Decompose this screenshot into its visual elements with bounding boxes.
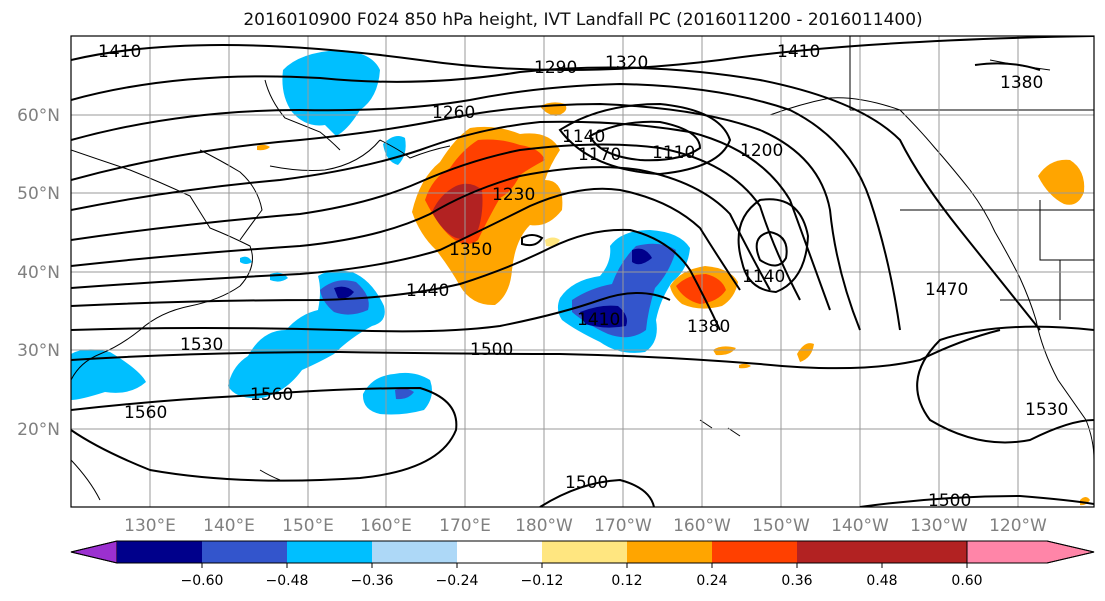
contour-label: 1380 (687, 317, 730, 337)
map-panel: 1410 1290 1320 1410 1380 1260 1140 1170 … (71, 36, 1094, 511)
colorbar-segment (457, 541, 542, 563)
lon-label: 170°W (594, 516, 652, 536)
lat-label: 60°N (17, 106, 60, 126)
contour-label: 1260 (432, 103, 475, 123)
colorbar-outline (70, 540, 1095, 564)
colorbar-segment (882, 541, 967, 563)
contour-label: 1410 (98, 42, 141, 62)
figure-title: 2016010900 F024 850 hPa height, IVT Land… (243, 10, 922, 30)
contour-label: 1110 (652, 143, 695, 163)
colorbar-tick-label: −0.24 (436, 573, 479, 589)
gridlines (71, 36, 1094, 507)
colorbar-segment (627, 541, 712, 563)
lon-label: 160°W (673, 516, 731, 536)
colorbar-segment (712, 541, 797, 563)
lon-label: 150°W (752, 516, 810, 536)
contour-label: 1410 (777, 42, 820, 62)
colorbar-segment (287, 541, 372, 563)
colorbar-segment (202, 541, 287, 563)
lon-label: 130°W (910, 516, 968, 536)
map-frame (70, 35, 1095, 508)
lon-label: 140°W (831, 516, 889, 536)
colorbar-tick-label: −0.12 (521, 573, 564, 589)
contour-label: 1500 (565, 473, 608, 493)
contour-label: 1560 (124, 403, 167, 423)
lon-label: 180°W (515, 516, 573, 536)
contour-label: 1140 (742, 267, 785, 287)
colorbar-tick-label: 0.60 (951, 573, 982, 589)
contour-label: 1230 (492, 185, 535, 205)
lon-label: 130°E (124, 516, 176, 536)
lon-label: 160°E (360, 516, 412, 536)
contour-label: 1440 (406, 281, 449, 301)
colorbar-tick-label: 0.36 (781, 573, 812, 589)
contour-label: 1140 (562, 127, 605, 147)
colorbar-tick-label: −0.48 (266, 573, 309, 589)
lon-label: 120°W (989, 516, 1047, 536)
contour-labels: 1410 1290 1320 1410 1380 1260 1140 1170 … (98, 42, 1068, 511)
lat-label: 50°N (17, 184, 60, 204)
colorbar: −0.60 −0.48 −0.36 −0.24 −0.12 0.12 0.24 … (70, 540, 1095, 589)
contour-label: 1530 (1025, 400, 1068, 420)
colorbar-extend-max (966, 540, 1095, 564)
colorbar-tick-label: 0.12 (611, 573, 642, 589)
longitude-axis: 130°E 140°E 150°E 160°E 170°E 180°W 170°… (124, 516, 1047, 536)
contour-label: 1350 (449, 240, 492, 260)
colorbar-tick-label: −0.36 (351, 573, 394, 589)
colorbar-segment (542, 541, 627, 563)
lon-label: 140°E (203, 516, 255, 536)
contour-label: 1200 (740, 141, 783, 161)
contour-label: 1500 (470, 340, 513, 360)
colorbar-tick-label: −0.60 (181, 573, 224, 589)
colorbar-tick-label: 0.48 (866, 573, 897, 589)
lat-label: 20°N (17, 420, 60, 440)
colorbar-segment (372, 541, 457, 563)
contour-label: 1470 (925, 280, 968, 300)
lon-label: 170°E (439, 516, 491, 536)
colorbar-extend-min (70, 540, 118, 564)
lat-label: 40°N (17, 263, 60, 283)
colorbar-tick-label: 0.24 (696, 573, 727, 589)
colorbar-segment (117, 541, 202, 563)
contour-label: 1170 (578, 145, 621, 165)
ivt-shading (71, 50, 1090, 506)
contour-label: 1320 (605, 53, 648, 73)
coastlines (71, 36, 1094, 501)
lon-label: 150°E (282, 516, 334, 536)
contour-label: 1500 (928, 491, 971, 511)
latitude-axis: 60°N 50°N 40°N 30°N 20°N (17, 106, 60, 440)
height-contours (71, 36, 1094, 507)
contour-label: 1560 (250, 385, 293, 405)
colorbar-ticks (201, 563, 968, 568)
contour-label: 1380 (1000, 73, 1043, 93)
lat-label: 30°N (17, 341, 60, 361)
colorbar-segment (797, 541, 882, 563)
contour-label: 1530 (180, 335, 223, 355)
contour-label: 1290 (534, 58, 577, 78)
contour-label: 1410 (577, 310, 620, 330)
